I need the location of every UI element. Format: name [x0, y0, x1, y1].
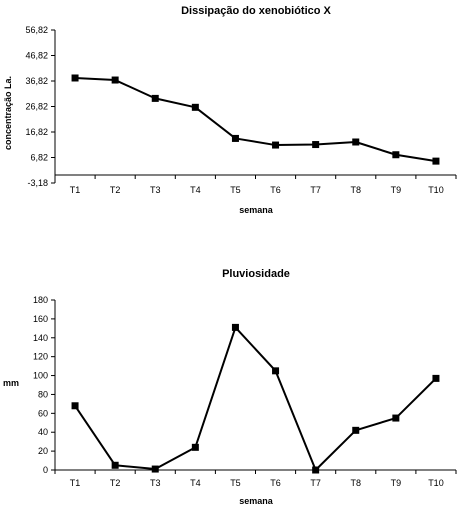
chart-xenobiotic-dissipation: Dissipação do xenobiótico X semana conce…	[3, 5, 457, 215]
chart2-data-point-T6	[272, 367, 280, 375]
chart1-xlabel: semana	[239, 205, 274, 215]
chart1-x-tick-label: T5	[230, 185, 241, 195]
chart2-data-point-T7	[312, 466, 320, 474]
chart1-y-tick-label: 16,82	[25, 127, 48, 137]
chart1-data-point-T2	[111, 76, 119, 84]
chart1-x-tick-label: T4	[190, 185, 201, 195]
chart1-y-tick-label: 56,82	[25, 25, 48, 35]
chart2-x-tick-label: T10	[428, 478, 444, 488]
chart1-data-point-T5	[231, 134, 239, 142]
chart2-data-point-T4	[191, 443, 199, 451]
chart2-x-tick-label: T6	[270, 478, 281, 488]
chart-rainfall: Pluviosidade semana mm 180 160 140 120 100 80…	[3, 268, 457, 506]
chart1-y-tick-label: 36,82	[25, 76, 48, 86]
chart1-data-point-T4	[191, 103, 199, 111]
chart2-title: Pluviosidade	[222, 268, 290, 280]
chart1-data-point-T9	[392, 151, 400, 159]
chart1-data-point-T8	[352, 138, 360, 146]
chart1-data-point-T10	[432, 157, 440, 165]
chart2-data-point-T5	[231, 323, 239, 331]
chart1-x-tick-label: T3	[150, 185, 161, 195]
chart1-data-point-T7	[312, 141, 320, 149]
chart2-x-tick-label: T2	[110, 478, 121, 488]
chart1-ylabel: concentração La.	[3, 76, 13, 150]
chart2-data-point-T2	[111, 461, 119, 469]
chart2-y-tick-label: 180	[33, 295, 48, 305]
chart2-data-point-T1	[71, 402, 79, 410]
chart1-y-tick-label: 46,82	[25, 51, 48, 61]
chart1-axes	[54, 30, 456, 183]
chart1-series	[71, 74, 440, 165]
chart2-x-tick-label: T9	[391, 478, 402, 488]
chart2-x-tick-label: T3	[150, 478, 161, 488]
chart1-y-tick-label: 26,82	[25, 102, 48, 112]
chart2-x-tick-label: T8	[350, 478, 361, 488]
chart1-data-point-T3	[151, 94, 159, 102]
chart2-data-point-T10	[432, 374, 440, 382]
chart1-title: Dissipação do xenobiótico X	[181, 5, 331, 17]
chart1-data-point-T1	[71, 74, 79, 82]
chart1-x-tick-label: T2	[110, 185, 121, 195]
chart2-series-line	[74, 326, 437, 471]
chart2-y-tick-label: 20	[38, 446, 48, 456]
chart2-x-tick-label: T5	[230, 478, 241, 488]
chart2-x-tick-label: T4	[190, 478, 201, 488]
chart1-x-tick-label: T10	[428, 185, 444, 195]
chart1-y-ticks: 56,82 46,82 36,82 26,82 16,82 6,82 -3,18	[25, 25, 55, 188]
chart2-y-tick-label: 80	[38, 389, 48, 399]
chart2-data-point-T8	[352, 426, 360, 434]
chart2-data-point-T3	[151, 465, 159, 473]
chart2-y-tick-label: 100	[33, 371, 48, 381]
chart2-y-tick-label: 60	[38, 408, 48, 418]
chart2-xlabel: semana	[239, 496, 274, 506]
chart2-x-ticks: T1 T2 T3 T4 T5 T6 T7 T8 T9 T10	[54, 470, 457, 488]
chart1-data-point-T6	[272, 141, 280, 149]
chart2-data-point-T9	[392, 414, 400, 422]
chart2-y-tick-label: 160	[33, 314, 48, 324]
chart1-x-tick-label: T8	[350, 185, 361, 195]
chart1-series-line	[74, 76, 437, 163]
chart2-x-tick-label: T7	[310, 478, 321, 488]
chart1-y-tick-label: -3,18	[27, 178, 48, 188]
chart2-ylabel: mm	[3, 378, 19, 388]
chart1-x-tick-label: T9	[391, 185, 402, 195]
chart2-x-tick-label: T1	[70, 478, 81, 488]
chart1-x-tick-label: T7	[310, 185, 321, 195]
chart2-y-tick-label: 140	[33, 333, 48, 343]
chart1-x-ticks: T1 T2 T3 T4 T5 T6 T7 T8 T9 T10	[54, 175, 457, 195]
chart2-y-tick-label: 120	[33, 352, 48, 362]
chart2-y-ticks: 180 160 140 120 100 80 60 40 20 0	[33, 295, 55, 475]
chart2-axes	[54, 300, 456, 471]
chart2-y-tick-label: 40	[38, 427, 48, 437]
chart2-y-tick-label: 0	[43, 465, 48, 475]
chart1-y-tick-label: 6,82	[30, 153, 48, 163]
chart1-x-tick-label: T1	[70, 185, 81, 195]
chart1-x-tick-label: T6	[270, 185, 281, 195]
chart2-series	[71, 323, 440, 474]
